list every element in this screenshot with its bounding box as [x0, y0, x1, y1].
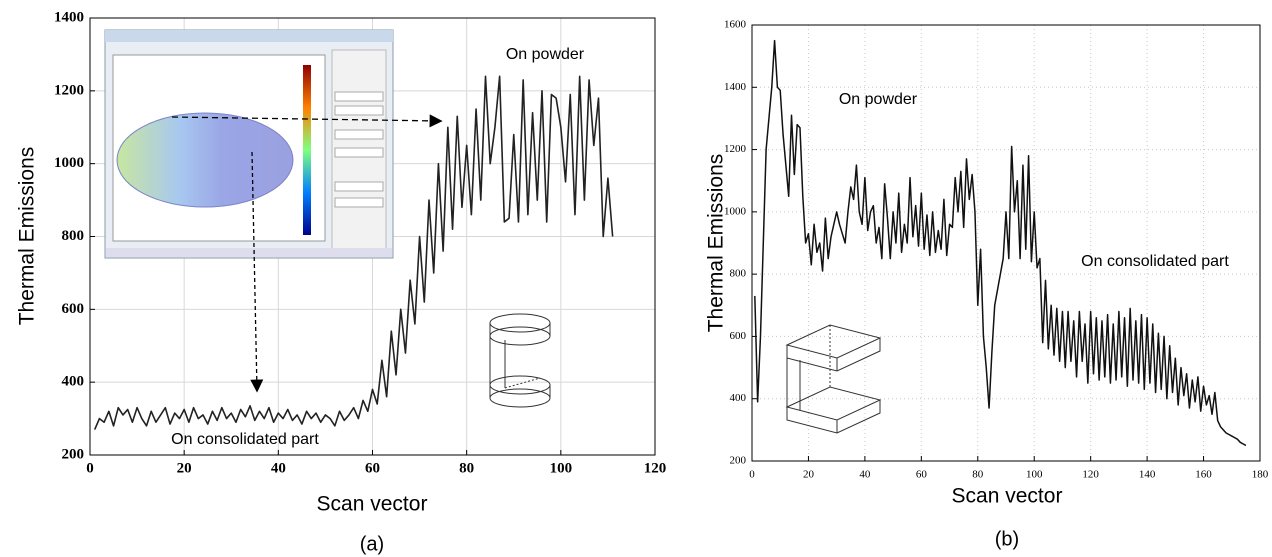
y-axis-label: Thermal Emissions — [16, 147, 39, 326]
arrow — [250, 151, 264, 393]
x-tick-label: 60 — [365, 460, 380, 476]
inset-screenshot — [104, 29, 394, 259]
caption: (a) — [360, 533, 384, 555]
x-tick-label: 120 — [644, 460, 667, 476]
y-tick-label: 400 — [730, 392, 747, 404]
caption: (b) — [995, 528, 1019, 550]
x-tick-label: 140 — [1139, 469, 1156, 481]
button — [334, 91, 384, 102]
part-icon — [785, 324, 882, 434]
annotation: On powder — [506, 46, 585, 63]
colorbar — [303, 65, 311, 235]
y-tick-label: 1200 — [724, 143, 747, 155]
dropdown — [334, 197, 384, 208]
x-tick-label: 160 — [1195, 469, 1212, 481]
x-tick-label: 60 — [916, 469, 928, 481]
y-tick-label: 1200 — [54, 82, 84, 98]
button — [334, 147, 384, 158]
x-tick-label: 40 — [859, 469, 871, 481]
y-tick-label: 200 — [730, 455, 747, 467]
y-tick-label: 1400 — [724, 81, 747, 93]
x-tick-label: 100 — [550, 460, 573, 476]
y-tick-label: 600 — [62, 301, 85, 317]
annotation: On consolidated part — [171, 431, 319, 448]
scan-ellipse — [116, 112, 294, 208]
y-axis-label: Thermal Emissions — [705, 154, 728, 333]
x-axis-label: Scan vector — [952, 485, 1063, 508]
y-tick-label: 200 — [62, 446, 85, 462]
data-line — [754, 39, 1247, 447]
y-tick-label: 1600 — [724, 19, 747, 31]
y-tick-label: 800 — [62, 228, 85, 244]
part-icon — [489, 313, 551, 408]
x-tick-label: 180 — [1252, 469, 1269, 481]
y-tick-label: 800 — [730, 268, 747, 280]
chart-b: 200 400 600 800 1000 1200 1400 1600 0 20 40 60 80 100… — [705, 19, 1269, 551]
data-line — [93, 75, 614, 430]
x-tick-label: 120 — [1082, 469, 1099, 481]
arrow — [171, 114, 443, 128]
x-tick-label: 80 — [459, 460, 474, 476]
x-tick-label: 0 — [749, 469, 755, 481]
button — [334, 129, 384, 140]
y-tick-label: 1400 — [54, 9, 84, 25]
x-tick-label: 80 — [972, 469, 984, 481]
x-axis-label: Scan vector — [317, 493, 428, 516]
x-tick-label: 100 — [1026, 469, 1043, 481]
status-bar — [106, 248, 392, 257]
plot-frame — [89, 17, 656, 456]
y-tick-label: 600 — [730, 330, 747, 342]
annotation: On consolidated part — [1081, 253, 1229, 270]
button — [334, 105, 384, 116]
x-tick-label: 40 — [271, 460, 286, 476]
y-tick-label: 1000 — [54, 155, 84, 171]
x-tick-label: 20 — [803, 469, 815, 481]
y-tick-label: 400 — [62, 374, 85, 390]
plot-frame — [751, 24, 1261, 462]
y-tick-label: 1000 — [724, 205, 747, 217]
x-tick-label: 0 — [86, 460, 94, 476]
x-tick-label: 20 — [177, 460, 192, 476]
window-title-bar — [105, 30, 393, 42]
annotation: On powder — [839, 91, 918, 108]
dropdown — [334, 181, 384, 192]
